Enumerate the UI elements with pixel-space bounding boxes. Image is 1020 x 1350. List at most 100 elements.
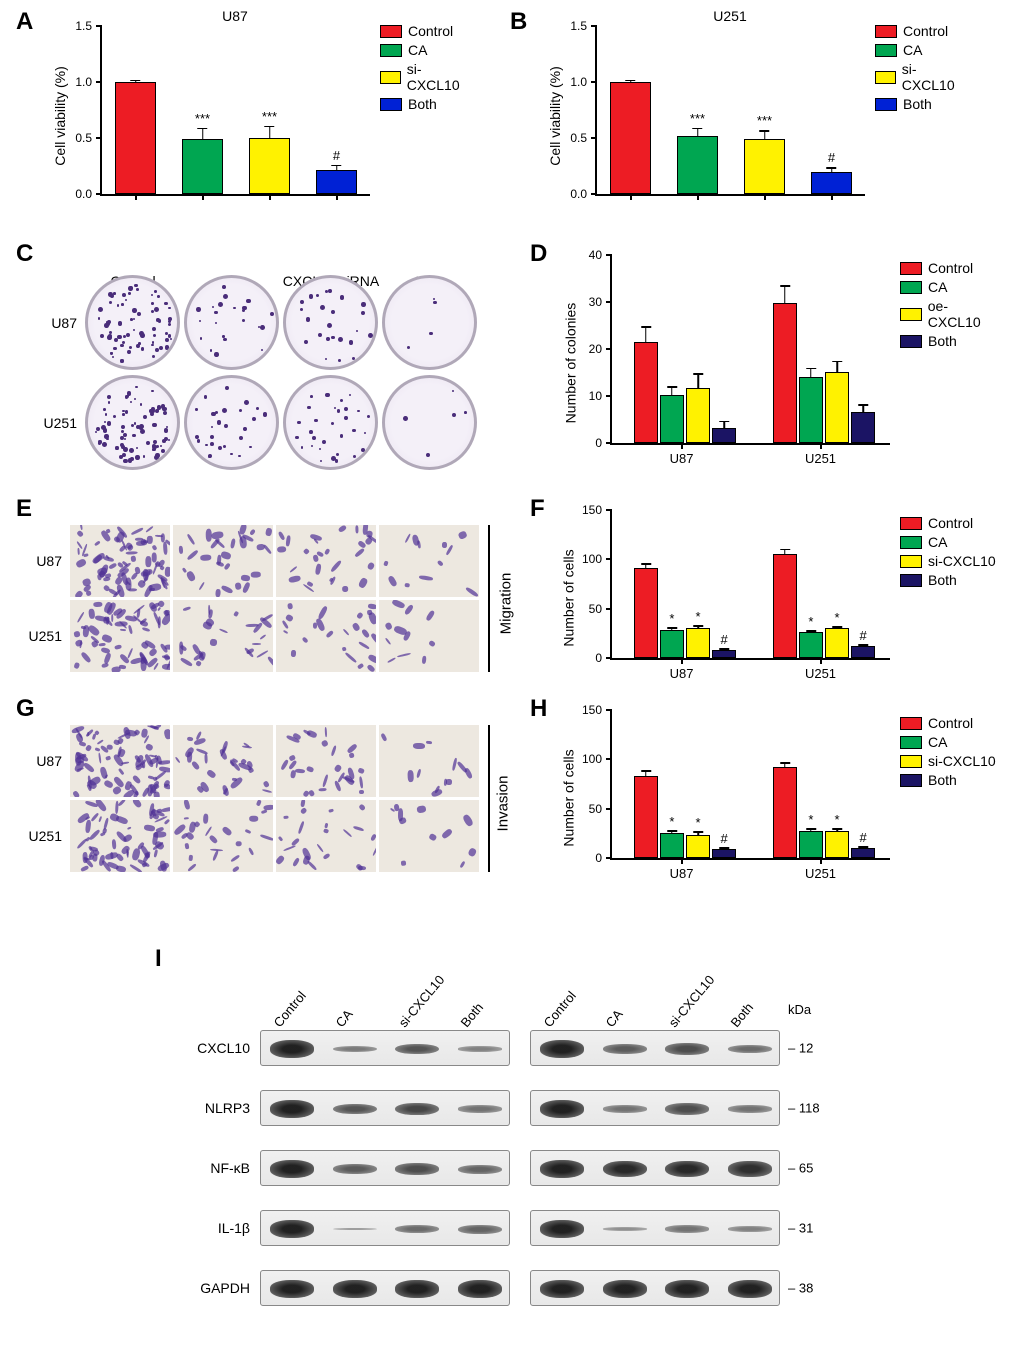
y-tick-label: 150 — [582, 703, 612, 717]
blot-band — [270, 1100, 314, 1117]
blot-band — [458, 1046, 502, 1051]
blot-band — [458, 1225, 502, 1234]
blot-band — [395, 1225, 439, 1233]
micro-row — [70, 725, 479, 797]
panel-h-plot: 050100150**#U87**#U251 — [610, 710, 890, 860]
blot-band — [333, 1280, 377, 1297]
error-bar — [269, 126, 271, 138]
side-bar — [488, 525, 490, 672]
bar — [851, 848, 875, 858]
error-bar — [723, 648, 725, 650]
dish-row — [85, 275, 477, 370]
row-label: U87 — [51, 315, 85, 331]
x-tick — [681, 658, 683, 664]
significance-marker: * — [808, 812, 813, 827]
error-bar — [645, 563, 647, 568]
legend-item: CA — [900, 534, 996, 550]
bar — [773, 767, 797, 858]
significance-marker: # — [333, 148, 340, 163]
blot-strip — [530, 1090, 780, 1126]
panel-c-label: C — [16, 240, 33, 268]
blot-band — [540, 1160, 584, 1177]
y-tick-label: 0.5 — [570, 131, 597, 145]
significance-marker: # — [859, 830, 866, 845]
panel-d-legend: ControlCAoe-CXCL10Both — [900, 260, 1000, 352]
side-bar — [488, 725, 490, 872]
legend-item: Control — [900, 260, 1000, 276]
panel-f-label: F — [530, 495, 545, 523]
y-tick-label: 50 — [589, 602, 612, 616]
significance-marker: *** — [757, 113, 772, 128]
x-tick — [336, 194, 338, 200]
blot-band — [728, 1161, 772, 1176]
blot-band — [603, 1105, 647, 1112]
bar — [825, 372, 849, 443]
blot-strip — [530, 1210, 780, 1246]
y-tick-label: 1.0 — [570, 75, 597, 89]
error-bar — [135, 80, 137, 82]
legend-item: si-CXCL10 — [875, 61, 965, 93]
blot-strip — [260, 1030, 510, 1066]
panel-d-label: D — [530, 240, 547, 268]
bar — [773, 303, 797, 443]
row-label: U87 — [36, 553, 70, 569]
bar — [115, 82, 157, 194]
legend-label: Control — [928, 260, 973, 276]
legend-item: oe-CXCL10 — [900, 298, 1000, 330]
blot-band — [458, 1105, 502, 1112]
legend-item: Both — [875, 96, 965, 112]
dish-row — [85, 375, 477, 470]
panel-g-label: G — [16, 695, 35, 723]
x-tick — [269, 194, 271, 200]
panel-f-legend: ControlCAsi-CXCL10Both — [900, 515, 996, 591]
blot-band — [665, 1225, 709, 1232]
blot-band — [540, 1040, 584, 1057]
micrograph — [173, 525, 273, 597]
significance-marker: * — [808, 614, 813, 629]
bar — [825, 628, 849, 658]
blot-strip — [530, 1150, 780, 1186]
blot-band — [458, 1280, 502, 1297]
legend-label: Control — [928, 715, 973, 731]
micrograph — [379, 525, 479, 597]
row-label: U87 — [36, 753, 70, 769]
error-bar — [630, 80, 632, 82]
bar — [634, 568, 658, 658]
y-tick-label: 20 — [589, 342, 612, 356]
blot-column-label: Both — [458, 1000, 487, 1030]
significance-marker: # — [859, 628, 866, 643]
micrograph — [379, 725, 479, 797]
panel-h-ylabel: Number of cells — [561, 749, 577, 846]
legend-item: Both — [380, 96, 470, 112]
error-bar — [723, 847, 725, 849]
error-bar — [831, 167, 833, 171]
significance-marker: *** — [195, 111, 210, 126]
error-bar — [336, 165, 338, 171]
panel-f-chart: Number of cells 050100150**#U87**#U251 C… — [560, 500, 1000, 690]
blot-band — [665, 1161, 709, 1177]
blot-band — [333, 1164, 377, 1174]
y-tick-label: 1.5 — [75, 19, 102, 33]
legend-label: Both — [408, 96, 437, 112]
panel-b-title: U251 — [665, 8, 795, 24]
colony-dish — [382, 375, 477, 470]
legend-swatch — [900, 574, 922, 587]
blot-band — [395, 1044, 439, 1055]
y-tick-label: 150 — [582, 503, 612, 517]
error-bar — [697, 831, 699, 835]
blot-strip — [260, 1150, 510, 1186]
error-bar — [836, 361, 838, 372]
significance-marker: *** — [690, 111, 705, 126]
error-bar — [784, 285, 786, 303]
bar — [799, 831, 823, 858]
micro-row — [70, 600, 479, 672]
blot-band — [665, 1280, 709, 1297]
bar — [773, 554, 797, 658]
blot-band — [333, 1228, 377, 1231]
bar — [660, 833, 684, 858]
protein-label: NF-κB — [210, 1160, 260, 1176]
significance-marker: # — [720, 632, 727, 647]
protein-label: IL-1β — [218, 1220, 260, 1236]
blot-band — [728, 1226, 772, 1231]
blot-band — [603, 1044, 647, 1054]
